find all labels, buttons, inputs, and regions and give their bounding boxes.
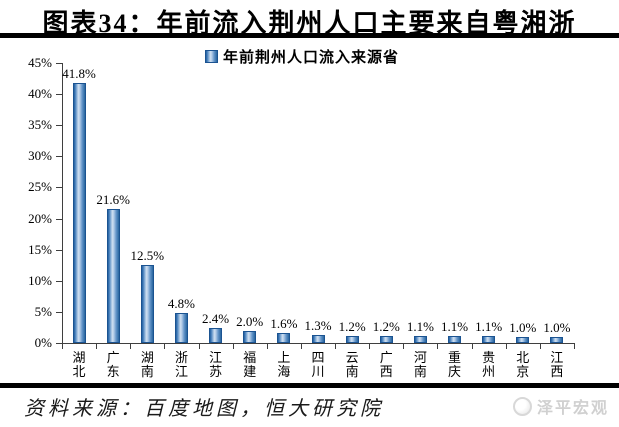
bar (413, 336, 427, 343)
y-tick (56, 125, 62, 127)
category-label: 江 西 (550, 350, 564, 379)
bar (140, 265, 154, 343)
bar (243, 330, 257, 343)
bar-value-label: 1.3% (304, 317, 332, 333)
category-label: 贵 州 (482, 350, 496, 379)
x-tick (539, 343, 541, 349)
top-divider (0, 33, 619, 38)
bar (379, 335, 393, 343)
category-label: 江 苏 (209, 350, 223, 379)
y-tick (56, 156, 62, 158)
category-label: 广 西 (379, 350, 393, 379)
bar-value-label: 2.0% (236, 313, 264, 329)
bar-value-label: 1.0% (509, 319, 537, 335)
x-tick (300, 343, 302, 349)
bar (277, 333, 291, 343)
category-label: 湖 南 (140, 350, 154, 379)
bar-value-label: 1.6% (270, 316, 298, 332)
y-tick-label: 35% (28, 117, 52, 133)
bar (345, 335, 359, 343)
x-tick (130, 343, 132, 349)
bar-value-label: 41.8% (62, 65, 96, 81)
x-tick (437, 343, 439, 349)
x-tick (96, 343, 98, 349)
category-label: 北 京 (516, 350, 530, 379)
category-label: 云 南 (345, 350, 359, 379)
legend: 年前荆州人口流入来源省 (205, 46, 399, 67)
category-label: 湖 北 (72, 350, 86, 379)
x-tick (403, 343, 405, 349)
y-tick (56, 218, 62, 220)
bar-value-label: 4.8% (167, 296, 195, 312)
bar (209, 328, 223, 343)
y-tick-label: 20% (28, 210, 52, 226)
y-tick (56, 94, 62, 96)
bar-value-label: 12.5% (130, 248, 165, 264)
bottom-divider (0, 383, 619, 388)
bar-value-label: 1.1% (406, 319, 434, 335)
y-tick-label: 30% (28, 148, 52, 164)
category-label: 广 东 (106, 350, 120, 379)
bar (482, 336, 496, 343)
x-tick (505, 343, 507, 349)
y-tick (56, 63, 62, 64)
x-tick (369, 343, 371, 349)
bar-value-label: 1.2% (372, 318, 400, 334)
x-tick (335, 343, 337, 349)
bar (550, 336, 564, 343)
bar-value-label: 1.0% (543, 319, 571, 335)
category-label: 福 建 (243, 350, 257, 379)
bar (311, 334, 325, 343)
bar-value-label: 2.4% (202, 311, 230, 327)
y-tick-label: 45% (28, 55, 52, 70)
y-tick (56, 280, 62, 282)
x-tick (471, 343, 473, 349)
y-axis-line (62, 63, 63, 343)
brand-name: 泽平宏观 (536, 400, 609, 417)
legend-label: 年前荆州人口流入来源省 (223, 50, 400, 66)
brand-watermark: 泽平宏观 (512, 394, 609, 418)
bar (516, 336, 530, 343)
category-label: 河 南 (413, 350, 427, 379)
category-label: 四 川 (311, 350, 325, 379)
y-tick-label: 0% (34, 335, 52, 350)
y-tick-label: 10% (28, 272, 52, 288)
bar (106, 208, 120, 343)
y-tick (56, 343, 62, 344)
legend-swatch-icon (205, 50, 218, 63)
bar (72, 82, 86, 343)
x-tick (232, 343, 234, 349)
bar (448, 336, 462, 343)
brand-logo-icon (512, 396, 532, 416)
category-label: 浙 江 (174, 350, 188, 379)
x-axis-line (62, 343, 575, 344)
bar (174, 313, 188, 343)
y-tick (56, 311, 62, 313)
bar-value-label: 21.6% (96, 191, 130, 207)
y-tick (56, 249, 62, 251)
y-tick-label: 15% (28, 241, 52, 257)
x-tick (266, 343, 268, 349)
y-tick-label: 40% (28, 86, 52, 102)
y-tick-label: 25% (28, 179, 52, 195)
y-tick-label: 5% (34, 303, 52, 319)
bar-value-label: 1.2% (338, 318, 366, 334)
x-tick (574, 343, 575, 349)
bar-value-label: 1.1% (440, 319, 469, 335)
bar-value-label: 1.1% (475, 319, 503, 335)
category-label: 上 海 (277, 350, 291, 379)
x-tick (164, 343, 166, 349)
category-label: 重 庆 (448, 350, 462, 379)
x-tick (62, 343, 63, 349)
source-note: 资料来源：百度地图，恒大研究院 (24, 398, 384, 420)
y-tick (56, 187, 62, 189)
x-tick (198, 343, 200, 349)
